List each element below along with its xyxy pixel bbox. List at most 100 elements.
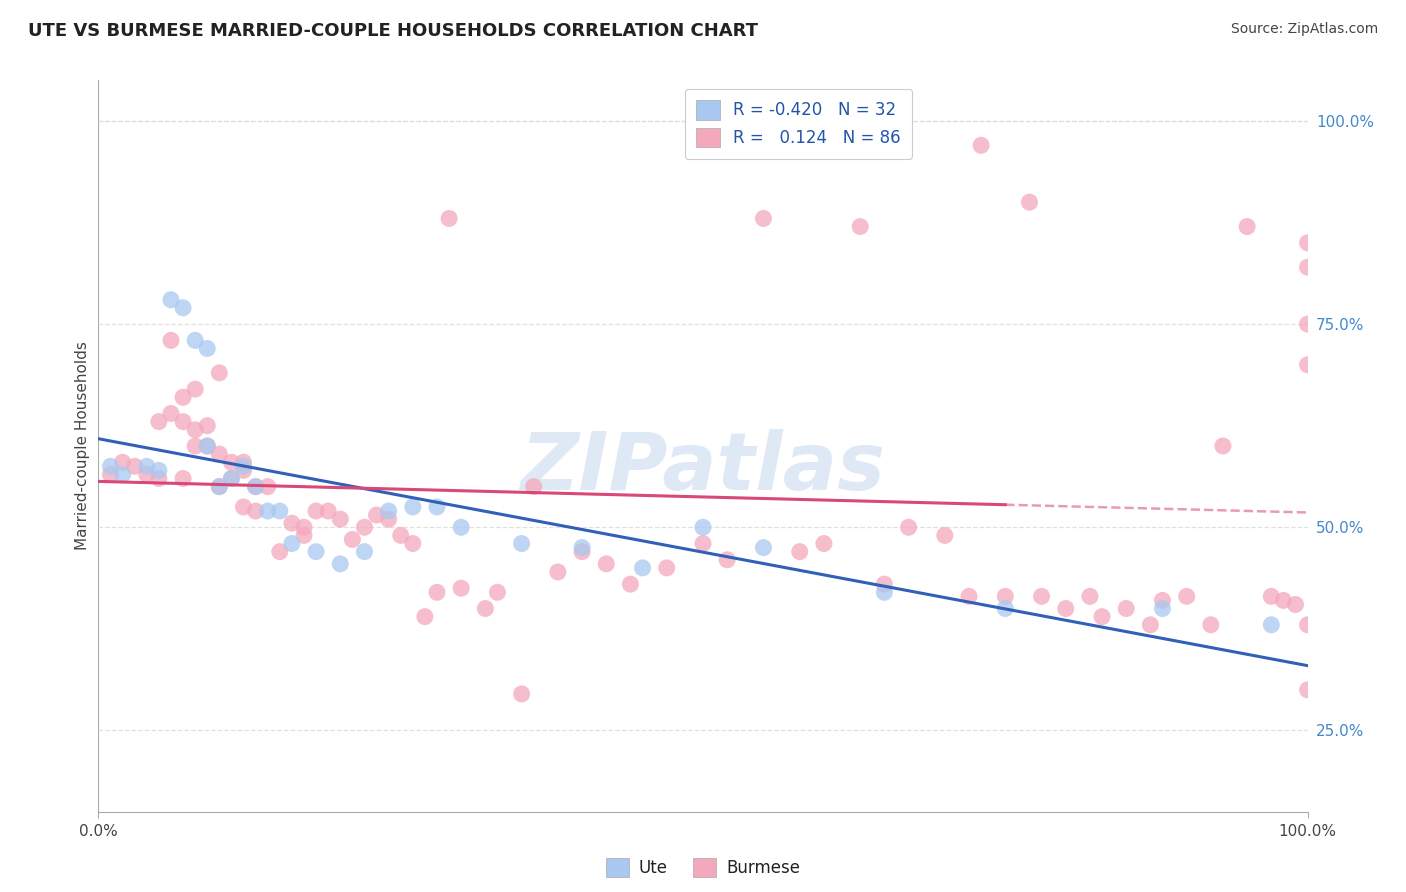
Point — [329, 557, 352, 571]
Point — [195, 418, 218, 433]
Point — [172, 301, 194, 315]
Point — [1115, 601, 1137, 615]
Point — [619, 577, 641, 591]
Point — [1152, 593, 1174, 607]
Legend: Ute, Burmese: Ute, Burmese — [599, 851, 807, 884]
Point — [221, 471, 243, 485]
Point — [1054, 601, 1077, 615]
Point — [1236, 219, 1258, 234]
Point — [595, 557, 617, 571]
Point — [292, 528, 315, 542]
Point — [1284, 598, 1306, 612]
Point — [208, 366, 231, 380]
Point — [1260, 617, 1282, 632]
Point — [1260, 590, 1282, 604]
Point — [221, 471, 243, 485]
Point — [994, 590, 1017, 604]
Text: Source: ZipAtlas.com: Source: ZipAtlas.com — [1230, 22, 1378, 37]
Point — [389, 528, 412, 542]
Point — [994, 601, 1017, 615]
Point — [849, 219, 872, 234]
Point — [813, 536, 835, 550]
Point — [281, 536, 304, 550]
Point — [1152, 601, 1174, 615]
Point — [413, 609, 436, 624]
Point — [329, 512, 352, 526]
Point — [111, 455, 134, 469]
Point — [1078, 590, 1101, 604]
Point — [1296, 682, 1319, 697]
Point — [232, 463, 254, 477]
Point — [1091, 609, 1114, 624]
Point — [377, 504, 399, 518]
Point — [957, 590, 980, 604]
Point — [160, 334, 183, 348]
Point — [655, 561, 678, 575]
Point — [256, 480, 278, 494]
Point — [305, 544, 328, 558]
Point — [148, 415, 170, 429]
Text: UTE VS BURMESE MARRIED-COUPLE HOUSEHOLDS CORRELATION CHART: UTE VS BURMESE MARRIED-COUPLE HOUSEHOLDS… — [28, 22, 758, 40]
Point — [897, 520, 920, 534]
Point — [160, 293, 183, 307]
Point — [1296, 260, 1319, 275]
Point — [752, 541, 775, 555]
Point — [1175, 590, 1198, 604]
Point — [571, 544, 593, 558]
Point — [1199, 617, 1222, 632]
Point — [402, 536, 425, 550]
Point — [292, 520, 315, 534]
Point — [353, 520, 375, 534]
Point — [547, 565, 569, 579]
Y-axis label: Married-couple Households: Married-couple Households — [75, 342, 90, 550]
Point — [1212, 439, 1234, 453]
Point — [316, 504, 339, 518]
Point — [631, 561, 654, 575]
Point — [195, 439, 218, 453]
Point — [571, 541, 593, 555]
Legend: R = -0.420   N = 32, R =   0.124   N = 86: R = -0.420 N = 32, R = 0.124 N = 86 — [685, 88, 912, 159]
Point — [100, 467, 122, 482]
Point — [450, 520, 472, 534]
Point — [184, 423, 207, 437]
Point — [184, 334, 207, 348]
Point — [232, 455, 254, 469]
Point — [789, 544, 811, 558]
Point — [873, 585, 896, 599]
Point — [377, 512, 399, 526]
Point — [160, 407, 183, 421]
Point — [873, 577, 896, 591]
Point — [184, 439, 207, 453]
Point — [172, 390, 194, 404]
Point — [1296, 317, 1319, 331]
Point — [692, 536, 714, 550]
Point — [269, 504, 291, 518]
Point — [148, 463, 170, 477]
Point — [172, 471, 194, 485]
Point — [486, 585, 509, 599]
Point — [1139, 617, 1161, 632]
Point — [1018, 195, 1040, 210]
Point — [692, 520, 714, 534]
Point — [135, 459, 157, 474]
Point — [426, 585, 449, 599]
Point — [208, 447, 231, 461]
Point — [353, 544, 375, 558]
Point — [245, 480, 267, 494]
Point — [111, 467, 134, 482]
Point — [474, 601, 496, 615]
Point — [366, 508, 388, 522]
Point — [510, 536, 533, 550]
Point — [1296, 235, 1319, 250]
Point — [256, 504, 278, 518]
Point — [232, 500, 254, 514]
Point — [208, 480, 231, 494]
Point — [195, 342, 218, 356]
Point — [970, 138, 993, 153]
Point — [305, 504, 328, 518]
Point — [245, 480, 267, 494]
Point — [342, 533, 364, 547]
Point — [402, 500, 425, 514]
Point — [135, 467, 157, 482]
Point — [1296, 617, 1319, 632]
